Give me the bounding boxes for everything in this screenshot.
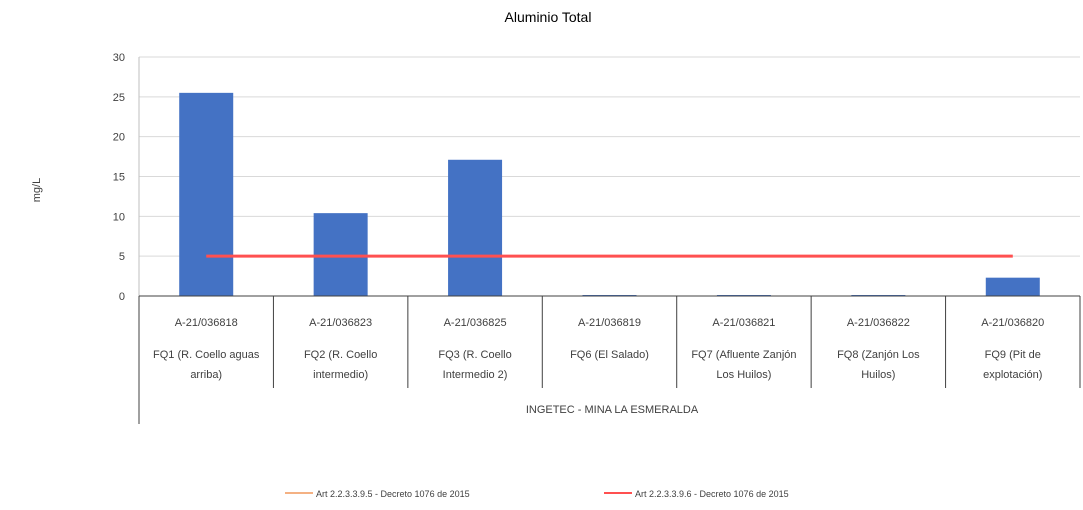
- y-tick-label: 5: [119, 251, 125, 263]
- bars: [179, 92, 1040, 296]
- gridlines: [139, 56, 1080, 257]
- legend-entry: Art 2.2.3.3.9.6 - Decreto 1076 de 2015: [635, 489, 789, 499]
- y-axis-label: mg/L: [31, 178, 43, 202]
- x-tick-station: FQ2 (R. Coello: [304, 349, 377, 361]
- axes: [138, 57, 1081, 424]
- x-tick-code: A-21/036823: [309, 317, 372, 329]
- x-axis-labels: A-21/036818 FQ1 (R. Coello aguas arriba) A-…: [153, 317, 1044, 381]
- x-tick-code: A-21/036819: [578, 317, 641, 329]
- x-tick-station: Intermedio 2): [443, 369, 508, 381]
- y-tick-label: 10: [113, 211, 125, 223]
- bar: [985, 277, 1040, 296]
- x-tick-station: FQ7 (Afluente Zanjón: [691, 349, 796, 361]
- x-tick-station: FQ1 (R. Coello aguas: [153, 349, 260, 361]
- x-tick-code: A-21/036820: [981, 317, 1044, 329]
- x-tick-station: FQ8 (Zanjón Los: [837, 349, 920, 361]
- legend: Art 2.2.3.3.9.5 - Decreto 1076 de 2015 Ar…: [285, 489, 789, 499]
- x-tick-code: A-21/036825: [444, 317, 507, 329]
- x-tick-station: FQ3 (R. Coello: [438, 349, 511, 361]
- x-tick-station: Huilos): [861, 369, 895, 381]
- y-tick-label: 25: [113, 92, 125, 104]
- x-tick-station: Los Huilos): [716, 369, 771, 381]
- bar: [313, 213, 368, 296]
- chart-title: Aluminio Total: [505, 9, 592, 25]
- y-tick-label: 20: [113, 132, 125, 144]
- x-tick-station: FQ9 (Pit de: [985, 349, 1041, 361]
- x-tick-station: intermedio): [313, 369, 368, 381]
- x-tick-station: arriba): [190, 369, 222, 381]
- x-tick-station: FQ6 (El Salado): [570, 349, 649, 361]
- bar: [448, 159, 503, 296]
- y-tick-label: 30: [113, 52, 125, 64]
- y-tick-label: 0: [119, 291, 125, 303]
- x-tick-station: explotación): [983, 369, 1042, 381]
- y-tick-label: 15: [113, 172, 125, 184]
- x-tick-code: A-21/036822: [847, 317, 910, 329]
- y-axis-ticks: 0 5 10 15 20 25 30: [113, 52, 125, 303]
- legend-entry: Art 2.2.3.3.9.5 - Decreto 1076 de 2015: [316, 489, 470, 499]
- x-tick-code: A-21/036821: [712, 317, 775, 329]
- x-tick-code: A-21/036818: [175, 317, 238, 329]
- bar: [179, 92, 234, 296]
- group-label: INGETEC - MINA LA ESMERALDA: [526, 404, 699, 416]
